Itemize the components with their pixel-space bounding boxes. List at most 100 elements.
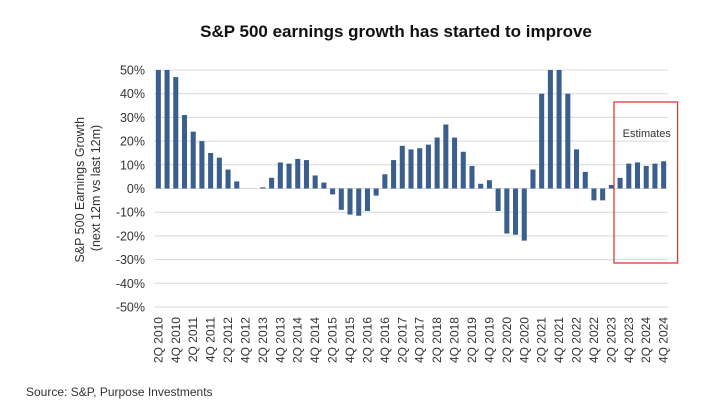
bar	[634, 162, 641, 189]
bar	[530, 169, 536, 189]
x-tick-label: 4Q 2016	[378, 317, 392, 363]
bar	[591, 188, 597, 201]
bar	[338, 188, 344, 210]
x-tick-label: 4Q 2013	[273, 317, 287, 363]
y-axis-label-line2: (next 12m vs last 12m)	[89, 125, 103, 251]
y-tick-label: -50%	[116, 301, 145, 315]
x-tick-label: 4Q 2020	[517, 317, 531, 363]
bar	[216, 157, 222, 189]
bar	[277, 162, 283, 189]
bar	[556, 70, 562, 189]
bar	[260, 187, 266, 189]
bar	[643, 165, 649, 189]
bar	[443, 124, 449, 189]
bar	[269, 177, 275, 189]
bar	[225, 169, 231, 189]
bar	[539, 93, 545, 189]
x-tick-label: 4Q 2023	[622, 317, 636, 363]
x-tick-label: 2Q 2017	[395, 317, 409, 363]
bar	[321, 182, 327, 189]
bar	[573, 149, 580, 189]
y-tick-label: -30%	[116, 253, 145, 267]
x-tick-label: 2Q 2023	[604, 317, 618, 363]
y-axis-label-line1: S&P 500 Earnings Growth	[73, 117, 87, 263]
y-tick-label: 40%	[120, 87, 145, 101]
bar	[661, 161, 667, 189]
chart-title: S&P 500 earnings growth has started to i…	[200, 22, 592, 41]
x-tick-label: 4Q 2021	[552, 317, 566, 363]
x-tick-label: 2Q 2018	[430, 317, 444, 363]
x-tick-label: 4Q 2017	[413, 317, 427, 363]
bar	[286, 163, 292, 189]
bar	[547, 70, 553, 189]
y-axis-label: S&P 500 Earnings Growth (next 12m vs las…	[73, 113, 103, 262]
annotations: Estimates	[613, 101, 679, 264]
x-tick-label: 2Q 2024	[639, 317, 653, 363]
x-tick-label: 2Q 2014	[291, 317, 305, 363]
bar	[408, 149, 414, 189]
bar	[347, 188, 353, 215]
bar	[434, 137, 440, 189]
y-tick-label: 10%	[120, 158, 145, 172]
x-tick-label: 2Q 2012	[221, 317, 235, 363]
bar	[295, 158, 301, 189]
bar	[391, 160, 397, 189]
x-tick-label: 2Q 2021	[535, 317, 549, 363]
bar	[495, 188, 501, 212]
x-tick-label: 4Q 2022	[587, 317, 601, 363]
x-tick-label: 2Q 2013	[256, 317, 270, 363]
x-tick-label: 2Q 2015	[326, 317, 340, 363]
bar	[312, 175, 318, 189]
bar	[364, 188, 370, 212]
bar	[425, 144, 431, 189]
bar	[173, 77, 179, 189]
y-tick-label: -40%	[116, 277, 145, 291]
bar	[399, 145, 405, 189]
bar	[164, 70, 170, 189]
x-tick-label: 2Q 2016	[360, 317, 374, 363]
bar	[452, 137, 458, 189]
y-tick-label: 30%	[120, 111, 145, 125]
bar	[190, 131, 196, 189]
bar	[199, 141, 205, 189]
bar	[521, 188, 527, 241]
y-axis-ticks: 50% 40% 30% 20% 10% 0% -10% -20% -30% -40% -50%	[116, 64, 145, 315]
x-tick-label: 2Q 2022	[570, 317, 584, 363]
bar	[513, 188, 519, 235]
x-axis-ticks: 2Q 2010 4Q 2010 2Q 2011 4Q 2011 2Q 2012 4Q 20…	[151, 317, 670, 363]
bar	[234, 181, 240, 189]
bar	[303, 160, 309, 189]
bars	[155, 70, 667, 241]
y-tick-label: -10%	[116, 206, 145, 220]
y-tick-label: -20%	[116, 229, 145, 243]
y-tick-label: 0%	[127, 182, 145, 196]
bar	[181, 115, 188, 189]
bar	[330, 188, 336, 195]
bar	[155, 70, 161, 189]
source-note: Source: S&P, Purpose Investments	[26, 385, 213, 399]
bar	[478, 183, 484, 189]
bar	[382, 174, 388, 189]
y-tick-label: 20%	[120, 135, 145, 149]
bar	[486, 180, 492, 189]
x-tick-label: 2Q 2011	[186, 317, 200, 362]
estimates-box	[613, 101, 679, 264]
bar	[652, 163, 658, 189]
bar	[565, 93, 571, 189]
bar	[582, 171, 588, 189]
bar	[626, 163, 632, 189]
x-tick-label: 4Q 2015	[343, 317, 357, 363]
bar	[608, 184, 614, 189]
bar	[373, 188, 379, 196]
x-tick-label: 2Q 2010	[151, 317, 165, 363]
y-tick-label: 50%	[120, 64, 145, 78]
bar	[469, 165, 475, 189]
bar	[208, 152, 214, 189]
estimates-label: Estimates	[623, 128, 672, 140]
bar	[504, 188, 510, 234]
bar	[356, 188, 362, 216]
x-tick-label: 4Q 2014	[308, 317, 322, 363]
x-tick-label: 4Q 2012	[238, 317, 252, 363]
